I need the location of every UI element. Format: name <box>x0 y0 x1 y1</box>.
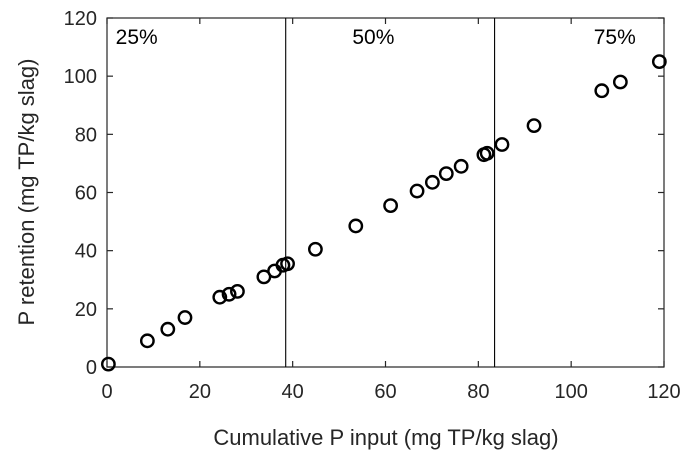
plot-area <box>106 17 665 368</box>
y-tick-label: 100 <box>64 66 97 88</box>
region-label: 25% <box>116 26 158 49</box>
x-axis-title: Cumulative P input (mg TP/kg slag) <box>213 425 558 450</box>
y-tick-label: 60 <box>75 183 97 205</box>
x-axis: 0 20 40 60 80 100 120 <box>101 18 681 403</box>
y-axis-title: P retention (mg TP/kg slag) <box>14 59 39 326</box>
y-tick-label: 120 <box>64 8 97 30</box>
data-point <box>438 166 454 181</box>
x-tick-label: 120 <box>647 381 680 403</box>
threshold-lines <box>285 18 496 367</box>
data-point <box>230 283 245 299</box>
data-point <box>139 333 155 349</box>
region-labels: 25% 50% 75% <box>116 26 636 49</box>
data-point <box>479 145 495 161</box>
y-tick-label: 40 <box>75 241 97 263</box>
region-label: 75% <box>594 26 636 49</box>
x-tick-label: 20 <box>189 381 211 403</box>
y-tick-label: 0 <box>86 357 97 379</box>
data-points <box>100 54 667 372</box>
x-tick-label: 40 <box>282 381 304 403</box>
data-point <box>100 356 116 372</box>
data-point <box>177 310 193 325</box>
y-tick-label: 20 <box>75 299 97 321</box>
data-point <box>212 289 228 305</box>
region-label: 50% <box>352 26 394 49</box>
data-point <box>221 286 237 302</box>
y-tick-label: 80 <box>75 124 97 146</box>
data-point <box>453 158 469 174</box>
data-point <box>612 74 628 90</box>
data-point <box>280 256 295 272</box>
x-tick-label: 80 <box>467 381 489 403</box>
x-tick-label: 100 <box>554 381 587 403</box>
data-point <box>594 83 610 99</box>
data-point <box>651 54 667 70</box>
data-point <box>348 218 364 234</box>
y-axis: 0 20 40 60 80 100 120 <box>64 8 664 379</box>
data-point <box>494 137 510 152</box>
data-point <box>383 198 399 213</box>
data-point <box>424 174 440 190</box>
x-tick-label: 0 <box>101 381 112 403</box>
data-point <box>160 321 176 337</box>
data-point <box>526 118 542 134</box>
x-tick-label: 60 <box>374 381 396 403</box>
data-point <box>409 183 425 199</box>
data-point <box>308 241 323 257</box>
